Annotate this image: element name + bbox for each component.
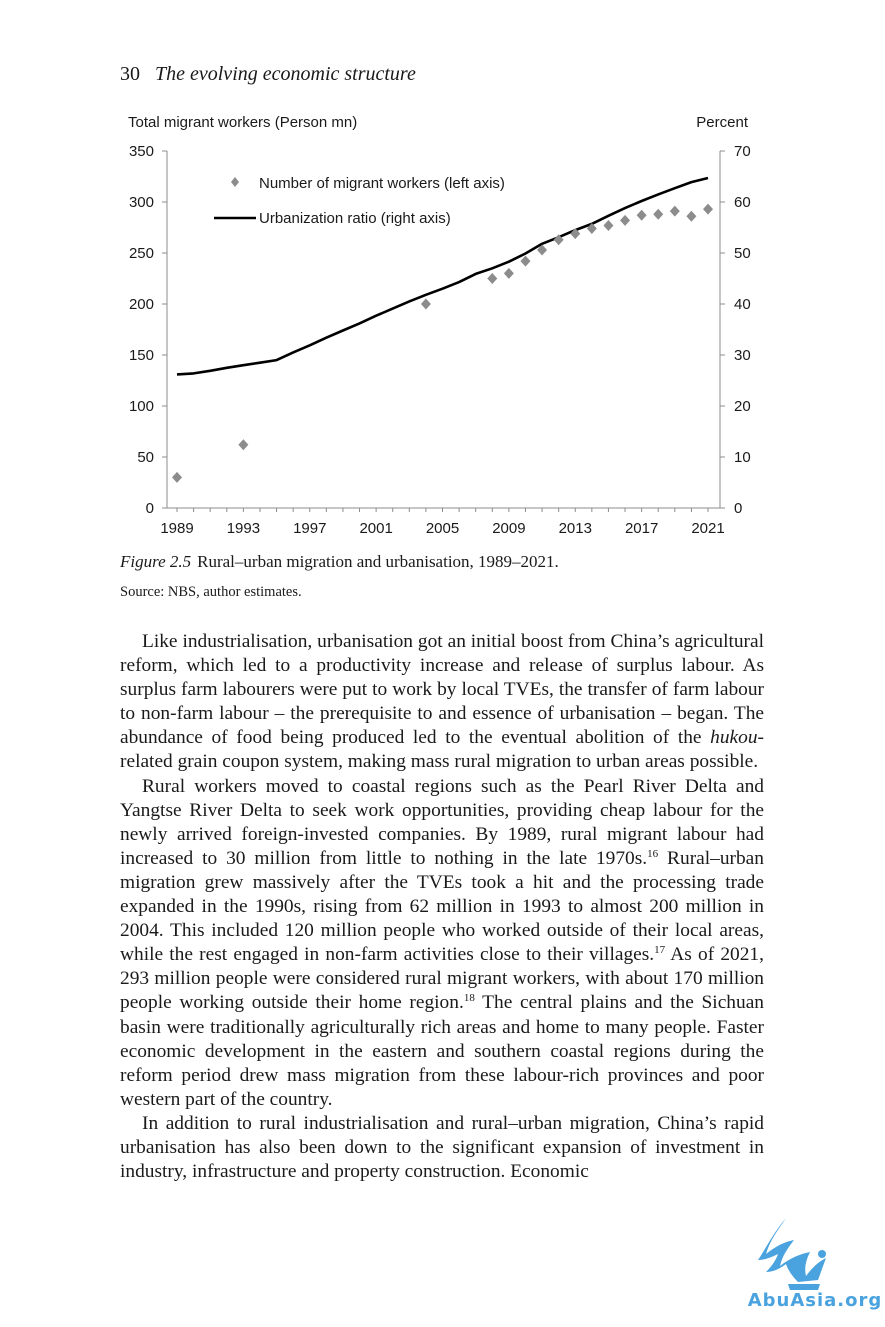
migrant-workers-point (603, 219, 614, 231)
left-axis-tick-label: 150 (129, 347, 154, 364)
text-run: Rural–urban migration grew massively aft… (120, 847, 764, 966)
migrant-workers-point (487, 273, 498, 284)
left-axis-title: Total migrant workers (Person mn) (128, 114, 357, 131)
page-number: 30 (120, 63, 140, 85)
body-paragraph: Like industrialisation, urbanisation got… (120, 630, 764, 775)
italic-term: hukou (710, 727, 758, 749)
right-axis-tick-label: 30 (734, 347, 751, 364)
migrant-workers-point (636, 209, 647, 221)
right-axis-tick-label: 0 (734, 500, 742, 517)
footnote-ref: 18 (463, 992, 475, 1005)
left-axis-tick-label: 0 (146, 500, 154, 517)
watermark-text: AbuAsia.org (748, 1290, 882, 1310)
migrant-workers-point (703, 203, 713, 215)
right-axis-tick-label: 10 (734, 449, 751, 466)
x-axis-tick-label: 2021 (691, 520, 724, 537)
migrant-workers-point (586, 223, 597, 235)
figure-caption: Figure 2.5 Rural–urban migration and urba… (120, 552, 559, 572)
migrant-workers-point (172, 471, 182, 483)
migrant-workers-point (669, 205, 680, 217)
urbanization-ratio-line (176, 176, 709, 376)
footnote-ref: 16 (647, 847, 659, 860)
left-axis-tick-label: 300 (129, 194, 154, 211)
legend-label-urbanization: Urbanization ratio (right axis) (259, 210, 451, 227)
figure-source: Source: NBS, author estimates. (120, 584, 302, 600)
migrant-workers-point (686, 210, 697, 222)
figure-label: Figure 2.5 (120, 552, 192, 571)
left-axis-tick-label: 350 (129, 143, 154, 160)
migrant-workers-point (238, 439, 249, 451)
footnote-ref: 17 (654, 944, 666, 957)
x-axis-tick-label: 1997 (293, 520, 326, 537)
running-head: 30 The evolving economic structure (120, 63, 416, 86)
x-axis-tick-label: 2009 (492, 520, 525, 537)
x-axis-tick-label: 2013 (559, 520, 592, 537)
text-run: Like industrialisation, urbanisation got… (120, 631, 764, 749)
migrant-workers-point (653, 208, 664, 220)
left-axis-tick-label: 200 (129, 296, 154, 313)
left-axis-tick-label: 50 (137, 449, 154, 466)
migrant-workers-point (537, 244, 548, 256)
legend-label-migrants: Number of migrant workers (left axis) (259, 175, 505, 192)
text-run: -related grain coupon system, making mas… (120, 727, 764, 773)
right-axis-tick-label: 70 (734, 143, 751, 160)
body-paragraph: Rural workers moved to coastal regions s… (120, 775, 764, 1112)
x-axis-tick-label: 2005 (426, 520, 459, 537)
right-axis-tick-label: 40 (734, 296, 751, 313)
x-axis-tick-label: 2017 (625, 520, 658, 537)
body-paragraph: In addition to rural industrialisation a… (120, 1112, 764, 1184)
right-axis-tick-label: 50 (734, 245, 751, 262)
migrant-workers-point (553, 234, 564, 246)
text-run: The central plains and the Sichuan basin… (120, 992, 764, 1110)
right-axis-tick-label: 20 (734, 398, 751, 415)
caption-text: Rural–urban migration and urbanisation, … (197, 552, 559, 571)
figure-chart: Total migrant workers (Person mn) Percen… (128, 114, 751, 537)
right-axis-tick-label: 60 (734, 194, 751, 211)
left-axis-tick-label: 250 (129, 245, 154, 262)
body-text: Like industrialisation, urbanisation got… (120, 630, 764, 1184)
text-run: In addition to rural industrialisation a… (120, 1112, 764, 1183)
text-run: As of 2021, 293 million people were cons… (120, 944, 764, 1014)
migrant-workers-point (520, 255, 531, 267)
bird-logo-icon (758, 1218, 826, 1290)
migrant-workers-point (570, 228, 581, 240)
watermark: AbuAsia.org (748, 1218, 882, 1310)
x-axis-tick-label: 2001 (359, 520, 392, 537)
running-title: The evolving economic structure (155, 63, 416, 85)
text-run: Rural workers moved to coastal regions s… (120, 775, 764, 869)
migrant-workers-point (420, 298, 431, 310)
x-axis-tick-label: 1989 (160, 520, 193, 537)
migrant-workers-point (620, 214, 631, 226)
right-axis-title: Percent (696, 114, 749, 131)
x-axis-tick-label: 1993 (227, 520, 260, 537)
left-axis-tick-label: 100 (129, 398, 154, 415)
legend-diamond-marker (231, 177, 239, 187)
migrant-workers-point (503, 267, 514, 279)
